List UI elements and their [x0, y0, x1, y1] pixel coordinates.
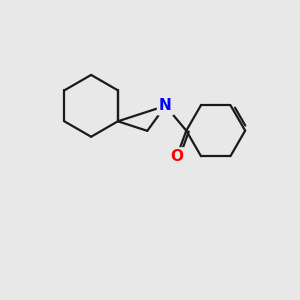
Text: N: N — [159, 98, 172, 113]
Text: O: O — [170, 149, 183, 164]
